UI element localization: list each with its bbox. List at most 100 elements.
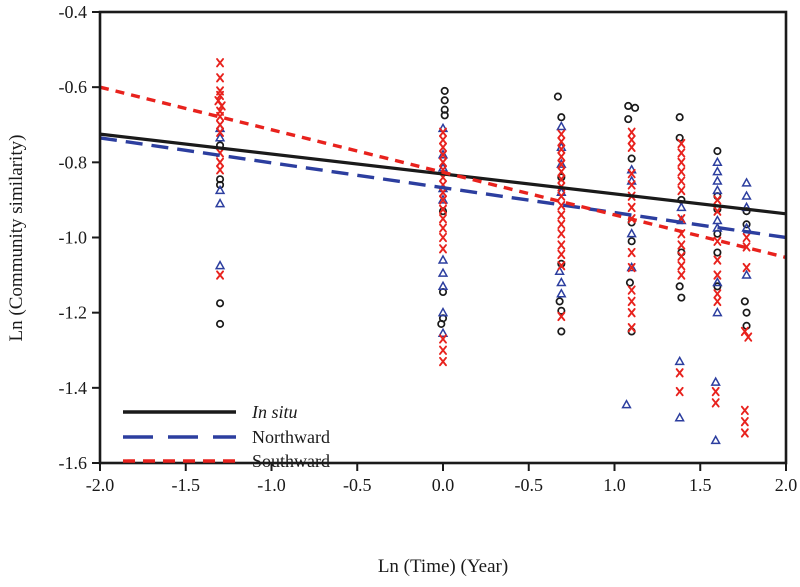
series-southward (214, 58, 753, 438)
data-point-x (439, 223, 447, 233)
data-point-x (557, 240, 566, 250)
data-point-triangle (674, 355, 685, 366)
data-point-circle (557, 113, 566, 122)
data-point-x (557, 311, 566, 322)
data-point-x (675, 386, 684, 397)
data-point-circle (713, 147, 722, 156)
trend-lines-layer (99, 85, 787, 260)
series-in-situ (216, 86, 751, 336)
data-point-x (439, 244, 447, 254)
data-point-triangle (712, 156, 723, 166)
data-point-circle (440, 96, 449, 105)
y-tick-label: -1.0 (59, 228, 88, 248)
data-point-x (216, 270, 224, 280)
x-tick-label: 0.0 (432, 475, 455, 495)
data-point-x (557, 144, 566, 154)
data-point-triangle (741, 177, 752, 187)
data-point-triangle (712, 307, 723, 317)
data-point-x (713, 206, 722, 216)
data-point-triangle (712, 184, 723, 195)
data-point-x (557, 137, 566, 147)
data-point-triangle (712, 166, 723, 176)
data-point-x (557, 167, 566, 177)
data-point-x (742, 232, 751, 243)
data-point-circle (742, 308, 751, 317)
data-point-x (439, 195, 447, 205)
data-point-circle (557, 306, 566, 315)
series-northward (214, 120, 752, 445)
data-point-x (677, 251, 686, 261)
data-point-circle (742, 220, 751, 229)
data-point-x (557, 159, 566, 169)
data-point-x (557, 210, 566, 220)
data-point-x (627, 180, 636, 190)
data-point-x (744, 332, 753, 342)
data-point-circle (216, 180, 225, 189)
data-point-triangle (554, 265, 565, 275)
x-tick-label: -1.5 (172, 475, 201, 495)
data-point-circle (437, 319, 446, 328)
data-point-triangle (556, 276, 567, 287)
data-point-triangle (556, 158, 567, 168)
y-tick-label: -0.4 (59, 2, 88, 22)
data-point-x (217, 101, 226, 111)
trend-line-southward (99, 85, 787, 260)
x-tick-label: -2.0 (86, 475, 115, 495)
data-point-x (677, 270, 686, 280)
data-point-x (557, 174, 566, 184)
x-tick-label: -1.0 (257, 475, 286, 495)
data-point-x (740, 405, 749, 416)
data-point-circle (713, 248, 722, 257)
data-point-x (627, 323, 636, 333)
data-point-x (439, 204, 447, 214)
trend-line-northward (99, 136, 787, 240)
data-points-layer (214, 58, 753, 445)
x-tick-label: -0.5 (343, 475, 372, 495)
data-point-circle (440, 111, 449, 120)
x-tick-label: 1.5 (689, 475, 712, 495)
data-point-triangle (712, 175, 723, 185)
data-point-x (439, 127, 447, 137)
data-point-x (627, 247, 636, 258)
data-point-x (439, 214, 447, 224)
data-point-circle (555, 297, 564, 306)
data-point-x (557, 261, 566, 271)
data-point-x (557, 219, 566, 229)
x-tick-label: 1.0 (603, 475, 626, 495)
data-point-triangle (710, 434, 721, 445)
data-point-triangle (741, 190, 752, 200)
data-point-triangle (214, 184, 226, 195)
x-tick-label: 2.0 (775, 475, 798, 495)
data-point-triangle (214, 260, 226, 270)
data-point-triangle (556, 288, 567, 298)
x-axis-title: Ln (Time) (Year) (378, 556, 508, 577)
data-point-x (557, 129, 566, 139)
y-tick-label: -0.6 (59, 77, 88, 97)
data-point-triangle (437, 194, 449, 204)
legend: In situ Northward Southward (123, 402, 330, 471)
data-point-x (713, 195, 722, 205)
data-point-triangle (741, 269, 752, 279)
data-point-x (711, 386, 720, 397)
data-point-x (711, 398, 720, 408)
data-point-triangle (437, 280, 449, 291)
data-point-x (216, 111, 224, 122)
data-point-circle (625, 278, 634, 287)
data-point-triangle (710, 376, 721, 386)
data-point-x (216, 58, 224, 68)
data-point-circle (675, 113, 684, 122)
data-point-x (713, 296, 722, 307)
data-point-circle (553, 92, 562, 101)
data-point-x (677, 185, 686, 196)
data-point-circle (216, 299, 225, 308)
y-tick-label: -1.6 (59, 453, 88, 473)
y-axis-title: Ln (Community similarity) (6, 135, 27, 342)
data-point-x (740, 428, 749, 438)
data-point-circle (440, 86, 449, 95)
data-point-triangle (214, 198, 226, 208)
data-point-triangle (676, 201, 687, 212)
data-point-triangle (214, 132, 226, 142)
data-point-circle (675, 282, 684, 291)
data-point-x (557, 191, 566, 201)
